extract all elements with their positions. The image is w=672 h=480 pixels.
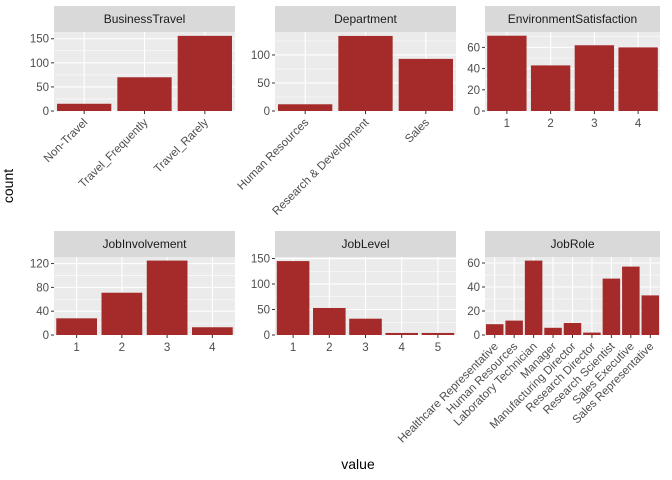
bar: [530, 65, 571, 111]
facet-strip: [54, 6, 235, 32]
x-tick-label: 4: [635, 118, 642, 130]
bar: [574, 45, 615, 111]
facet-title: Department: [334, 12, 397, 26]
facet-panel: BusinessTravel050100150Non-TravelTravel_…: [30, 6, 235, 190]
x-tick-label: Sales: [403, 116, 432, 145]
bar: [618, 47, 658, 111]
y-tick-label: 50: [257, 305, 270, 317]
facet-title: JobLevel: [341, 237, 389, 251]
x-tick-label: 4: [209, 342, 216, 354]
facet-strip: [54, 231, 235, 257]
x-tick-label: 2: [326, 342, 332, 354]
x-tick-label: 2: [547, 118, 553, 130]
facet-title: BusinessTravel: [104, 12, 186, 26]
facet-panel: JobLevel 0 50 100 150 1 2 3 4 5: [251, 231, 456, 354]
y-tick-label: 50: [36, 82, 49, 94]
facet-panel: EnvironmentSatisfaction 0 20 40 60 1 2 3 4: [467, 6, 660, 130]
y-tick-label: 0: [264, 330, 270, 342]
y-tick-label: 0: [474, 330, 480, 342]
bar: [177, 35, 232, 112]
facet-title: JobRole: [550, 237, 594, 251]
x-tick-label: 4: [398, 342, 405, 354]
bar: [641, 295, 660, 335]
x-tick-label: Travel_Frequently: [77, 116, 151, 190]
x-tick-label: Travel_Rarely: [152, 116, 211, 175]
y-tick-label: 40: [36, 306, 49, 318]
y-tick-label: 0: [474, 106, 480, 118]
bar: [56, 318, 97, 335]
y-tick-label: 0: [43, 106, 49, 118]
bar: [385, 332, 418, 335]
y-tick-label: 60: [467, 42, 480, 54]
y-tick-label: 40: [467, 282, 480, 294]
y-tick-label: 100: [251, 279, 270, 291]
bar: [278, 104, 333, 111]
y-tick-label: 100: [30, 58, 49, 70]
x-tick-label: 2: [119, 342, 125, 354]
bar: [313, 307, 346, 335]
x-tick-label: 1: [504, 118, 510, 130]
y-tick-label: 150: [30, 34, 49, 46]
y-tick-label: 100: [251, 50, 270, 62]
bar: [563, 323, 582, 335]
bar: [544, 327, 562, 335]
bar: [117, 77, 172, 111]
x-tick-label: Research & Development: [270, 116, 372, 218]
x-tick-label: 3: [164, 342, 170, 354]
facet-strip: [485, 231, 660, 257]
bar: [583, 332, 601, 335]
bar: [485, 324, 504, 335]
facet-strip: [485, 6, 660, 32]
y-tick-label: 0: [43, 330, 49, 342]
y-tick-label: 50: [257, 78, 270, 90]
bar: [276, 261, 310, 335]
bar: [398, 58, 453, 111]
y-tick-label: 0: [264, 106, 270, 118]
x-axis-title: value: [341, 456, 375, 472]
x-tick-label: 1: [73, 342, 79, 354]
facet-strip: [275, 231, 456, 257]
x-tick-label: 5: [435, 342, 441, 354]
bar: [602, 278, 621, 335]
x-tick-label: 3: [591, 118, 597, 130]
x-tick-label: 3: [362, 342, 368, 354]
facet-title: JobInvolvement: [102, 237, 187, 251]
bar: [57, 103, 112, 111]
bar: [421, 332, 455, 335]
facet-panel: JobInvolvement 0 40 80 120 1 2 3 4: [30, 231, 235, 354]
bar: [487, 35, 527, 111]
y-axis-title: count: [0, 169, 16, 203]
bar: [622, 266, 640, 335]
y-tick-label: 20: [467, 306, 480, 318]
bar: [338, 35, 393, 112]
bar: [192, 327, 233, 335]
bar: [524, 260, 543, 335]
x-tick-label: 1: [290, 342, 296, 354]
facet-title: EnvironmentSatisfaction: [508, 12, 637, 26]
bar: [349, 318, 382, 335]
y-tick-label: 120: [30, 259, 49, 271]
y-tick-label: 60: [467, 258, 480, 270]
x-tick-label: Non-Travel: [42, 117, 90, 165]
bar: [505, 320, 523, 335]
bar: [146, 260, 188, 335]
bar: [101, 292, 143, 335]
y-tick-label: 20: [467, 85, 480, 97]
y-tick-label: 150: [251, 254, 270, 266]
y-tick-label: 80: [36, 282, 49, 294]
y-tick-label: 40: [467, 64, 480, 76]
facet-strip: [275, 6, 456, 32]
